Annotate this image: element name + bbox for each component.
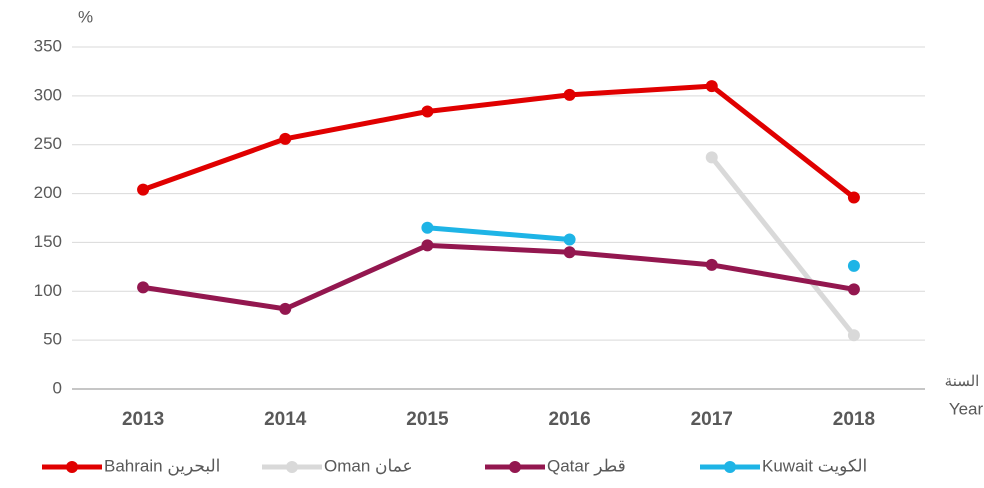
data-point — [847, 191, 860, 204]
x-tick-label: 2015 — [406, 409, 449, 430]
x-tick-label: 2018 — [833, 409, 875, 430]
data-point — [421, 221, 434, 234]
legend-marker — [286, 461, 298, 473]
series-line — [142, 83, 856, 200]
data-point — [137, 183, 150, 196]
data-point — [563, 233, 576, 246]
legend-label: Bahrain البحرين — [104, 456, 220, 476]
data-point — [563, 246, 576, 259]
x-tick-label: 2016 — [548, 409, 590, 430]
legend-label: Kuwait الكويت — [762, 456, 867, 476]
data-point — [705, 258, 718, 271]
data-point — [279, 132, 292, 145]
y-tick-label: 150 — [34, 232, 62, 251]
y-tick-label: 350 — [34, 36, 62, 55]
data-point — [847, 329, 860, 342]
legend-marker — [724, 461, 736, 473]
legend-marker — [66, 461, 78, 473]
series-line — [709, 155, 856, 337]
legend-label: Oman عمان — [324, 456, 413, 475]
x-tick-label: 2014 — [264, 409, 307, 430]
data-point — [563, 88, 576, 101]
y-tick-label: 300 — [34, 85, 62, 104]
y-axis-label: % — [78, 7, 93, 26]
y-tick-label: 100 — [34, 281, 62, 300]
x-axis-label-ar: السنة — [945, 373, 980, 390]
y-tick-label: 250 — [34, 134, 62, 153]
data-point — [421, 239, 434, 252]
y-tick-label: 50 — [43, 330, 62, 349]
x-tick-label: 2017 — [691, 409, 733, 430]
data-point — [847, 283, 860, 296]
series-line — [142, 242, 855, 312]
legend-label: Qatar قطر — [547, 456, 626, 476]
data-point — [279, 302, 292, 315]
data-point — [421, 105, 434, 118]
data-point — [705, 80, 718, 93]
x-axis-label-en: Year — [949, 399, 984, 418]
series-line — [427, 225, 570, 242]
y-tick-label: 0 — [53, 378, 62, 397]
legend-marker — [509, 461, 521, 473]
x-tick-label: 2013 — [122, 409, 164, 430]
data-point — [137, 281, 150, 294]
data-point — [847, 259, 860, 272]
y-tick-label: 200 — [34, 183, 62, 202]
data-point — [705, 151, 718, 164]
